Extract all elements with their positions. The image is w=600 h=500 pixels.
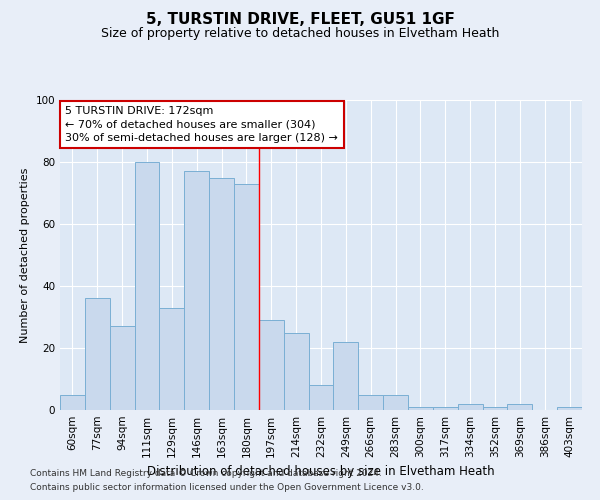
Bar [259,320,284,410]
Bar [110,326,134,410]
Bar [358,394,383,410]
Y-axis label: Number of detached properties: Number of detached properties [20,168,30,342]
Bar [383,394,408,410]
Text: 5, TURSTIN DRIVE, FLEET, GU51 1GF: 5, TURSTIN DRIVE, FLEET, GU51 1GF [146,12,454,28]
Text: 5 TURSTIN DRIVE: 172sqm
← 70% of detached houses are smaller (304)
30% of semi-d: 5 TURSTIN DRIVE: 172sqm ← 70% of detache… [65,106,338,142]
Text: Contains HM Land Registry data © Crown copyright and database right 2024.: Contains HM Land Registry data © Crown c… [30,468,382,477]
Bar [184,172,209,410]
Bar [284,332,308,410]
Bar [433,407,458,410]
Bar [458,404,482,410]
Bar [408,407,433,410]
Bar [134,162,160,410]
Bar [482,407,508,410]
Bar [334,342,358,410]
Bar [508,404,532,410]
Bar [557,407,582,410]
Bar [209,178,234,410]
Bar [85,298,110,410]
X-axis label: Distribution of detached houses by size in Elvetham Heath: Distribution of detached houses by size … [147,466,495,478]
Bar [234,184,259,410]
Text: Size of property relative to detached houses in Elvetham Heath: Size of property relative to detached ho… [101,28,499,40]
Bar [60,394,85,410]
Text: Contains public sector information licensed under the Open Government Licence v3: Contains public sector information licen… [30,484,424,492]
Bar [308,385,334,410]
Bar [160,308,184,410]
